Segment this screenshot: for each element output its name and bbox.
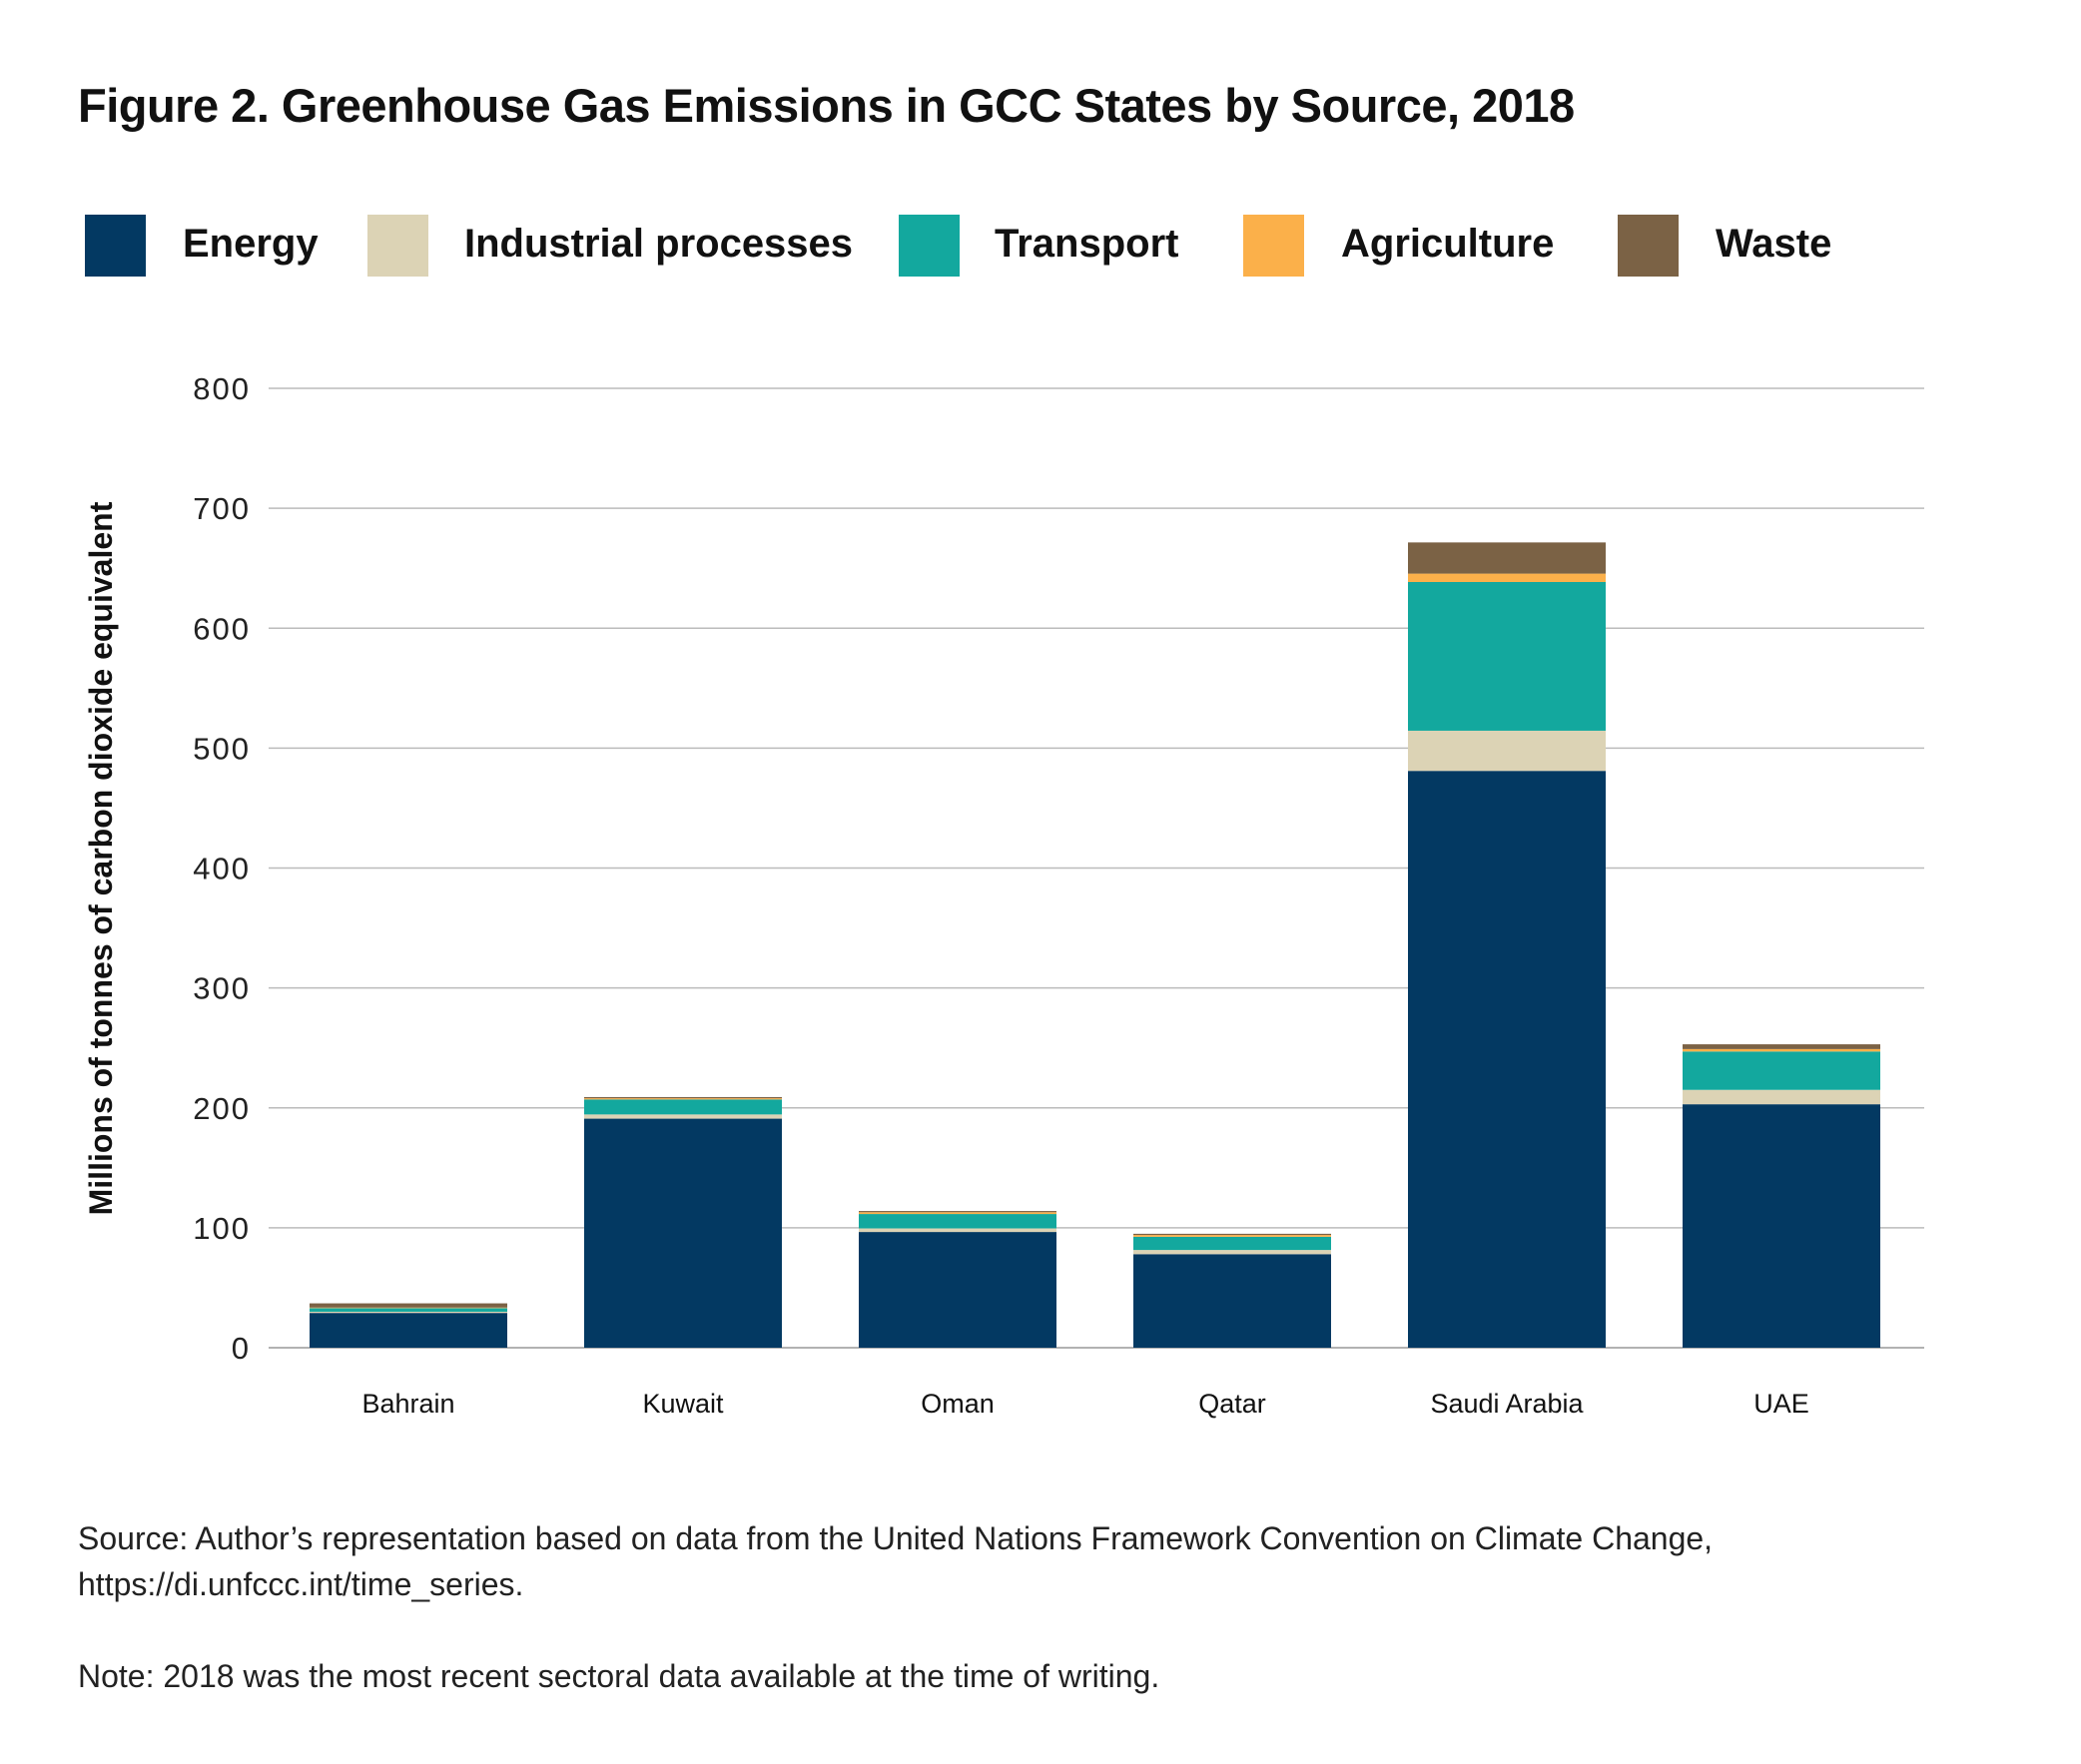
bar-segment-kuwait-energy <box>584 1118 782 1348</box>
bar-segment-saudi-arabia-transport <box>1408 582 1606 731</box>
legend-label: Waste <box>1716 222 1832 266</box>
legend-label: Agriculture <box>1341 222 1555 266</box>
x-tick-label: UAE <box>1753 1389 1809 1419</box>
y-axis-label: Millions of tonnes of carbon dioxide equ… <box>83 501 119 1215</box>
chart-title: Figure 2. Greenhouse Gas Emissions in GC… <box>78 79 1575 132</box>
x-tick-label: Bahrain <box>361 1389 454 1419</box>
bar-segment-saudi-arabia-waste <box>1408 542 1606 574</box>
bar-segment-oman-industrial-processes <box>859 1228 1056 1233</box>
y-tick-label: 300 <box>193 971 251 1006</box>
bar-segment-saudi-arabia-energy <box>1408 771 1606 1348</box>
bar-segment-kuwait-transport <box>584 1099 782 1115</box>
bar-segment-oman-agriculture <box>859 1212 1056 1215</box>
legend-label: Industrial processes <box>464 222 854 266</box>
y-tick-label: 600 <box>193 611 251 646</box>
bar-segment-qatar-agriculture <box>1133 1235 1331 1237</box>
y-tick-label: 200 <box>193 1091 251 1126</box>
bar-segment-oman-waste <box>859 1211 1056 1213</box>
y-tick-label: 400 <box>193 852 251 886</box>
legend-swatch-transport <box>899 215 960 277</box>
note: Note: 2018 was the most recent sectoral … <box>78 1658 1160 1694</box>
bar-segment-kuwait-agriculture <box>584 1098 782 1100</box>
bar-segment-qatar-energy <box>1133 1254 1331 1348</box>
bar-segment-uae-agriculture <box>1683 1048 1880 1052</box>
bar-segment-qatar-waste <box>1133 1233 1331 1236</box>
bar-segment-oman-energy <box>859 1232 1056 1348</box>
source-line-2: https://di.unfccc.int/time_series. <box>78 1566 524 1602</box>
legend-swatch-waste <box>1618 215 1679 277</box>
bar-segment-kuwait-waste <box>584 1096 782 1099</box>
x-tick-label: Oman <box>921 1389 995 1419</box>
bar-segment-saudi-arabia-agriculture <box>1408 573 1606 583</box>
bar-segment-kuwait-industrial-processes <box>584 1114 782 1119</box>
bar-segment-uae-energy <box>1683 1104 1880 1348</box>
bar-segment-bahrain-transport <box>310 1308 507 1312</box>
bar-segment-qatar-industrial-processes <box>1133 1250 1331 1255</box>
bar-segment-bahrain-industrial-processes <box>310 1311 507 1314</box>
bar-segment-bahrain-agriculture <box>310 1307 507 1309</box>
bar-segment-oman-transport <box>859 1214 1056 1229</box>
x-tick-label: Saudi Arabia <box>1430 1389 1584 1419</box>
y-tick-label: 800 <box>193 371 251 406</box>
bar-segment-bahrain-waste <box>310 1303 507 1308</box>
bar-segment-bahrain-energy <box>310 1313 507 1348</box>
legend-swatch-agriculture <box>1243 215 1304 277</box>
y-tick-label: 0 <box>232 1331 251 1366</box>
source-line-1: Source: Author’s representation based on… <box>78 1520 1714 1556</box>
bar-segment-uae-industrial-processes <box>1683 1089 1880 1105</box>
y-tick-label: 500 <box>193 731 251 766</box>
bar-segment-uae-transport <box>1683 1051 1880 1090</box>
bar-segment-saudi-arabia-industrial-processes <box>1408 730 1606 772</box>
y-tick-label: 100 <box>193 1211 251 1246</box>
bar-segment-uae-waste <box>1683 1044 1880 1049</box>
x-tick-label: Kuwait <box>642 1389 724 1419</box>
legend-label: Energy <box>183 222 319 266</box>
legend-swatch-energy <box>85 215 146 277</box>
x-tick-label: Qatar <box>1198 1389 1266 1419</box>
bar-segment-qatar-transport <box>1133 1236 1331 1251</box>
legend-label: Transport <box>995 222 1179 266</box>
legend-swatch-industrial-processes <box>367 215 428 277</box>
y-tick-label: 700 <box>193 491 251 526</box>
